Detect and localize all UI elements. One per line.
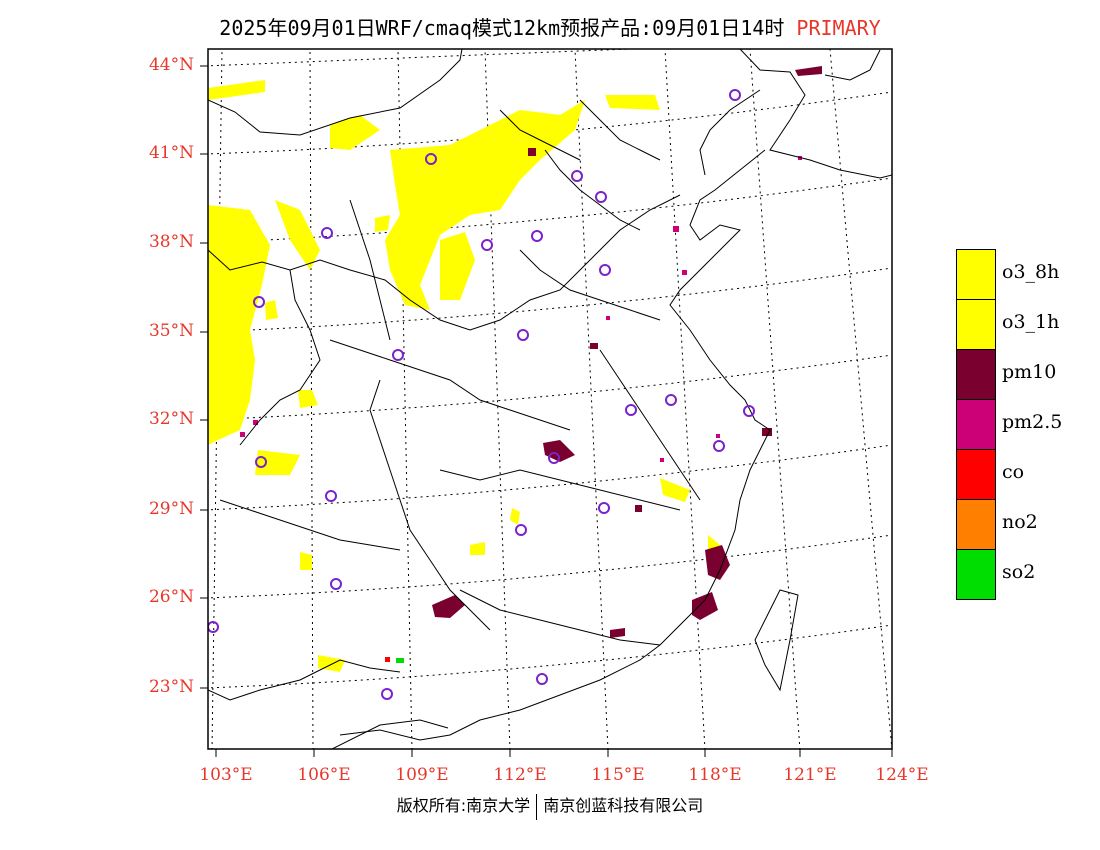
legend-label: no2	[1002, 511, 1038, 533]
lon-label-118: 118°E	[688, 765, 742, 785]
primary-tag: PRIMARY	[796, 16, 881, 40]
legend-label: co	[1002, 461, 1025, 483]
lat-label-32: 32°N	[148, 409, 194, 429]
legend-swatch	[956, 349, 996, 399]
lon-label-112: 112°E	[493, 765, 547, 785]
legend-item-o3-1h: o3_1h	[956, 299, 1086, 349]
title-text: 2025年09月01日WRF/cmaq模式12km预报产品:09月01日14时	[219, 16, 785, 40]
legend-label: o3_1h	[1002, 311, 1060, 333]
legend-item-pm10: pm10	[956, 349, 1086, 399]
legend-item-no2: no2	[956, 499, 1086, 549]
lon-label-109: 109°E	[395, 765, 449, 785]
legend-item-so2: so2	[956, 549, 1086, 600]
lat-label-23: 23°N	[148, 677, 194, 697]
copyright-separator	[536, 793, 538, 820]
legend-label: pm2.5	[1002, 411, 1063, 433]
legend-swatch	[956, 449, 996, 499]
boundaries	[208, 49, 892, 749]
latitude-gridlines	[208, 49, 892, 689]
legend-swatch	[956, 299, 996, 349]
pm25-areas	[240, 156, 802, 462]
lon-label-103: 103°E	[199, 765, 253, 785]
lon-label-115: 115°E	[591, 765, 645, 785]
axis-ticks	[200, 65, 893, 757]
legend-swatch	[956, 549, 996, 600]
station-markers	[208, 89, 755, 700]
lon-label-121: 121°E	[783, 765, 837, 785]
o3-areas	[208, 80, 720, 672]
lon-label-106: 106°E	[297, 765, 351, 785]
legend-item-co: co	[956, 449, 1086, 499]
pm10-areas	[432, 66, 822, 638]
copyright-left: 版权所有:南京大学	[396, 796, 531, 815]
lat-label-35: 35°N	[148, 321, 194, 341]
lat-label-29: 29°N	[148, 499, 194, 519]
co-areas	[385, 657, 390, 662]
lat-label-44: 44°N	[148, 55, 194, 75]
legend-item-pm25: pm2.5	[956, 399, 1086, 449]
map-frame	[207, 48, 893, 750]
lat-label-38: 38°N	[148, 232, 194, 252]
map-title: 2025年09月01日WRF/cmaq模式12km预报产品:09月01日14时 P…	[0, 12, 1100, 41]
legend-swatch	[956, 399, 996, 449]
legend-swatch	[956, 499, 996, 549]
pollutant-legend: o3_8h o3_1h pm10 pm2.5 co no2 so2	[956, 249, 1086, 600]
copyright-right: 南京创蓝科技有限公司	[543, 796, 704, 815]
lat-label-41: 41°N	[148, 143, 194, 163]
legend-item-o3-8h: o3_8h	[956, 249, 1086, 299]
legend-label: o3_8h	[1002, 261, 1060, 283]
map-content	[208, 49, 892, 749]
copyright: 版权所有:南京大学 南京创蓝科技有限公司	[0, 792, 1100, 820]
legend-label: pm10	[1002, 361, 1057, 383]
lon-label-124: 124°E	[875, 765, 929, 785]
lat-label-26: 26°N	[148, 587, 194, 607]
legend-swatch	[956, 249, 996, 299]
so2-areas	[396, 658, 404, 663]
legend-label: so2	[1002, 561, 1036, 583]
